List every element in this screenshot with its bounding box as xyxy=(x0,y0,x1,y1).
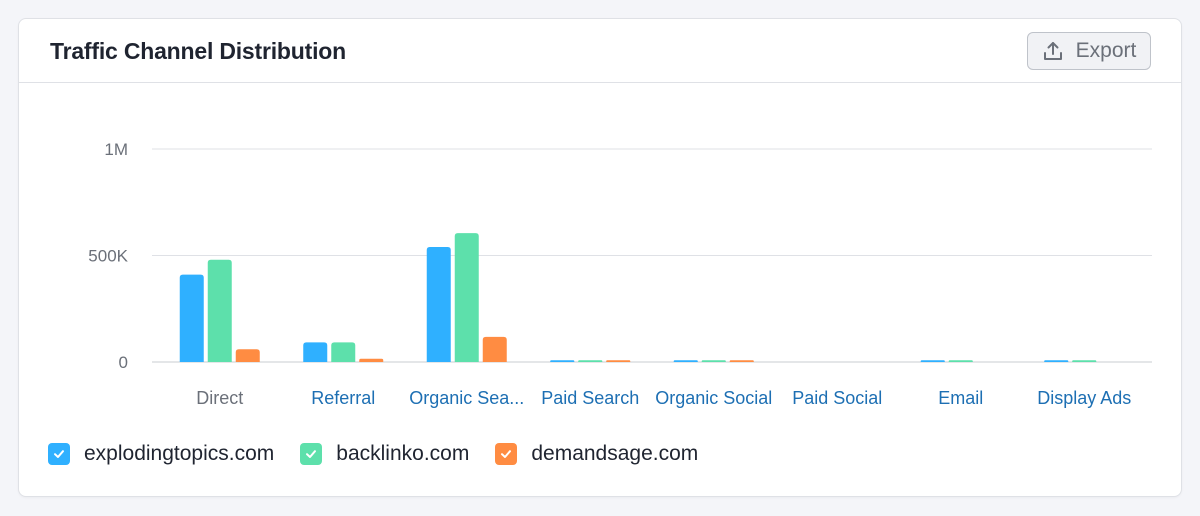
bar-6-0 xyxy=(920,360,945,362)
legend-label: backlinko.com xyxy=(336,442,470,465)
y-tick-label: 0 xyxy=(119,353,128,372)
category-label[interactable]: Organic Social xyxy=(655,388,772,408)
legend-item[interactable]: explodingtopics.com xyxy=(48,442,274,466)
bar-1-0 xyxy=(303,342,328,362)
bar-2-0 xyxy=(426,246,451,362)
bar-0-0 xyxy=(179,274,204,362)
category-label[interactable]: Paid Search xyxy=(541,388,639,408)
traffic-channel-chart: 0 500K 1M Direct Referral Organic Sea... Paid … xyxy=(88,140,1152,408)
bar-7-1 xyxy=(1072,360,1097,362)
bar-3-1 xyxy=(578,360,603,362)
category-label[interactable]: Paid Social xyxy=(792,388,882,408)
bar-6-1 xyxy=(948,360,973,362)
export-label: Export xyxy=(1075,39,1137,62)
y-tick-label: 1M xyxy=(104,140,128,159)
checkbox-icon xyxy=(300,443,323,465)
traffic-channel-card: Traffic Channel Distribution Export xyxy=(18,18,1182,497)
category-label[interactable]: Email xyxy=(938,388,983,408)
bar-4-1 xyxy=(701,360,726,362)
legend-label: explodingtopics.com xyxy=(84,442,275,465)
category-label[interactable]: Organic Sea... xyxy=(409,388,524,408)
bar-3-0 xyxy=(550,360,575,362)
card-header: Traffic Channel Distribution Export xyxy=(19,19,1181,83)
bar-1-1 xyxy=(331,342,356,362)
category-label[interactable]: Display Ads xyxy=(1037,388,1131,408)
bar-0-1 xyxy=(207,259,232,362)
chart-legend: explodingtopics.com backlinko.com demandsa… xyxy=(48,442,698,466)
category-label: Direct xyxy=(196,388,243,408)
checkbox-icon xyxy=(495,443,518,465)
legend-item[interactable]: demandsage.com xyxy=(495,442,698,466)
y-tick-label: 500K xyxy=(88,247,128,266)
bar-4-2 xyxy=(729,360,754,362)
legend-item[interactable]: backlinko.com xyxy=(300,442,469,466)
legend-label: demandsage.com xyxy=(531,442,699,465)
bar-7-0 xyxy=(1044,360,1069,362)
bar-2-1 xyxy=(454,233,479,362)
bar-2-2 xyxy=(482,336,507,362)
export-button[interactable]: Export xyxy=(1027,32,1151,70)
bar-4-0 xyxy=(673,360,698,362)
checkbox-icon xyxy=(48,443,70,465)
card-title: Traffic Channel Distribution xyxy=(50,38,346,64)
upload-icon xyxy=(1042,40,1064,62)
bar-3-2 xyxy=(606,360,631,362)
bar-0-2 xyxy=(235,349,260,362)
bar-1-2 xyxy=(359,358,384,362)
category-label[interactable]: Referral xyxy=(311,388,375,408)
